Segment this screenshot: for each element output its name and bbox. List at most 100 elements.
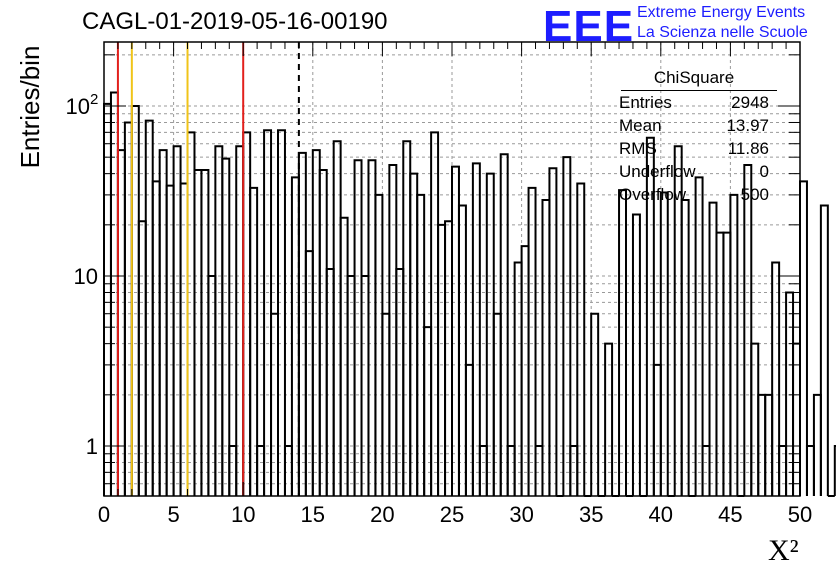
x-tick-label: 0 bbox=[98, 502, 110, 527]
chart-title: CAGL-01-2019-05-16-00190 bbox=[82, 8, 388, 35]
histogram-bar bbox=[833, 445, 836, 496]
histogram-bar bbox=[311, 149, 321, 496]
stat-label: Mean bbox=[619, 116, 662, 135]
histogram-bar bbox=[200, 169, 210, 496]
x-axis-label: X² bbox=[768, 534, 799, 567]
histogram-bar bbox=[297, 151, 307, 496]
x-tick-label: 25 bbox=[440, 502, 464, 527]
histogram-bar bbox=[743, 163, 753, 496]
histogram-bar bbox=[764, 393, 774, 496]
eee-logo: EEE bbox=[543, 2, 635, 51]
x-tick-label: 5 bbox=[167, 502, 179, 527]
x-tick-label: 20 bbox=[370, 502, 394, 527]
histogram-bar bbox=[631, 213, 641, 496]
histogram-bar bbox=[464, 363, 474, 496]
histogram-bar bbox=[659, 191, 669, 496]
histogram-bar bbox=[123, 121, 133, 496]
histogram-bar bbox=[785, 291, 795, 496]
histogram-bar bbox=[214, 145, 224, 496]
histogram-bar bbox=[172, 145, 182, 496]
stat-value: 2948 bbox=[731, 93, 769, 112]
histogram-bar bbox=[513, 261, 523, 496]
x-tick-label: 40 bbox=[649, 502, 673, 527]
stat-value: 500 bbox=[740, 185, 769, 204]
histogram-bar bbox=[444, 220, 453, 496]
x-tick-label: 15 bbox=[301, 502, 325, 527]
y-tick-label: 10 bbox=[74, 264, 98, 289]
stat-value: 13.97 bbox=[726, 116, 769, 135]
histogram-bar bbox=[235, 145, 245, 496]
histogram-bar bbox=[485, 172, 495, 496]
stat-row-mean: Mean 13.97 bbox=[619, 116, 769, 138]
y-tick-label: 10 bbox=[66, 94, 90, 119]
histogram-bar bbox=[548, 167, 558, 496]
stat-row-underflow: Underflow 0 bbox=[619, 162, 769, 184]
histogram-bar bbox=[318, 169, 328, 496]
histogram-bar bbox=[492, 312, 502, 496]
y-tick-label: 1 bbox=[86, 434, 98, 459]
histogram-bar bbox=[158, 149, 168, 496]
stats-divider bbox=[621, 90, 777, 91]
histogram-bar bbox=[325, 267, 335, 496]
x-tick-label: 45 bbox=[718, 502, 742, 527]
stats-box: ChiSquare Entries 2948 Mean 13.97 RMS 11… bbox=[611, 66, 777, 208]
histogram-bar bbox=[109, 91, 119, 496]
histogram-bar bbox=[151, 180, 161, 496]
histogram-bar bbox=[116, 149, 126, 496]
stat-label: Underflow bbox=[619, 162, 696, 181]
stat-row-rms: RMS 11.86 bbox=[619, 139, 769, 161]
histogram-bar bbox=[374, 193, 384, 496]
stat-row-overflow: Overflow 500 bbox=[619, 185, 769, 207]
histogram-bar bbox=[645, 136, 655, 496]
histogram-bar bbox=[179, 182, 189, 496]
histogram-bar bbox=[304, 250, 314, 496]
histogram-bar bbox=[144, 119, 154, 496]
stat-label: RMS bbox=[619, 139, 657, 158]
histogram-bar bbox=[409, 172, 419, 496]
histogram-bar bbox=[618, 189, 627, 496]
histogram-bar bbox=[471, 162, 481, 496]
histogram-bar bbox=[680, 198, 690, 496]
histogram-bar bbox=[346, 275, 356, 496]
histogram-bar bbox=[103, 102, 112, 496]
x-tick-label: 50 bbox=[788, 502, 812, 527]
y-axis-label: Entries/bin bbox=[15, 45, 45, 169]
histogram-bar bbox=[270, 312, 279, 496]
histogram-bar bbox=[722, 231, 732, 496]
y-tick-label-exponent: 2 bbox=[90, 91, 98, 108]
histogram-bar bbox=[277, 129, 286, 496]
histogram-bar bbox=[499, 153, 509, 496]
logo-line-1: Extreme Energy Events bbox=[637, 4, 806, 21]
histogram-bar bbox=[562, 156, 572, 496]
histogram-bar bbox=[381, 312, 391, 496]
stat-row-entries: Entries 2948 bbox=[619, 93, 769, 115]
histogram-bar bbox=[590, 312, 600, 496]
histogram-bar bbox=[750, 342, 760, 496]
histogram-bar bbox=[130, 105, 140, 496]
histogram-bar bbox=[437, 223, 447, 496]
histogram-bar bbox=[165, 184, 175, 496]
x-tick-label: 35 bbox=[579, 502, 603, 527]
x-tick-label: 30 bbox=[509, 502, 533, 527]
histogram-bar bbox=[708, 201, 718, 496]
stat-label: Entries bbox=[619, 93, 672, 112]
stat-value: 0 bbox=[759, 162, 769, 181]
histogram-bar bbox=[207, 275, 217, 496]
histogram-bar bbox=[771, 261, 781, 496]
histogram-bar bbox=[694, 176, 704, 496]
histogram-bar bbox=[805, 445, 815, 496]
histogram-bar bbox=[792, 342, 801, 496]
histogram-bar bbox=[757, 393, 767, 496]
histogram-bar bbox=[457, 204, 467, 496]
histogram-bar bbox=[395, 267, 405, 496]
histogram-bar bbox=[423, 326, 433, 496]
stat-value: 11.86 bbox=[727, 139, 769, 158]
histogram-bar bbox=[249, 186, 259, 496]
histogram-bar bbox=[576, 182, 586, 496]
histogram-bar bbox=[541, 198, 551, 496]
histogram-bar bbox=[263, 129, 273, 496]
histogram-bar bbox=[221, 157, 231, 496]
x-tick-label: 10 bbox=[231, 502, 255, 527]
histogram-bar bbox=[360, 275, 370, 496]
